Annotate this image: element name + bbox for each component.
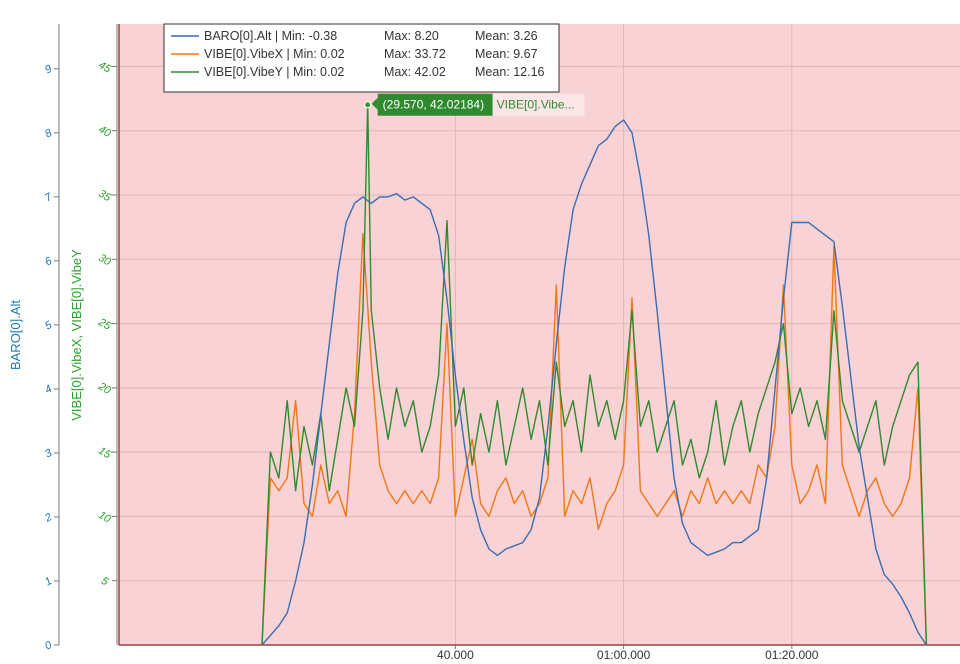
y-left-tick-label-5: 5 <box>43 319 55 333</box>
y-left-tick-label-0: 0 <box>43 639 55 653</box>
y-axis-right-title: VIBE[0].VibeX, VIBE[0].VibeY <box>69 249 84 421</box>
x-tick-label-0: 40.000 <box>437 648 474 659</box>
tooltip: (29.570, 42.02184) VIBE[0].Vibe... <box>364 93 585 116</box>
legend-mean-0: Mean: 3.26 <box>475 29 538 43</box>
x-axis: 40.000 01:00.000 01:20.000 <box>437 645 819 662</box>
series-line-vibe-0-vibex <box>261 232 928 646</box>
tooltip-value: (29.570, 42.02184) <box>383 98 484 112</box>
legend-max-0: Max: 8.20 <box>384 29 439 43</box>
y-right-tick-label-2: 15 <box>96 445 113 462</box>
legend-name-2: VIBE[0].VibeY | Min: 0.02 <box>204 65 344 79</box>
y-axis-right: 5 10 15 20 25 30 35 40 45 <box>95 24 118 645</box>
y-left-tick-label-8: 8 <box>43 127 55 141</box>
y-left-tick-label-2: 2 <box>42 511 54 525</box>
x-tick-label-2: 01:20.000 <box>765 648 819 659</box>
tooltip-marker <box>364 101 372 109</box>
legend-mean-2: Mean: 12.16 <box>475 65 545 79</box>
x-tick-label-1: 01:00.000 <box>597 648 651 659</box>
tooltip-value-box <box>377 93 493 116</box>
series-line-vibe-0-vibey <box>261 104 928 646</box>
y-right-tick-label-3: 20 <box>95 380 113 397</box>
series-line-baro-0-alt <box>261 119 927 646</box>
tooltip-pointer <box>371 97 378 110</box>
legend-max-2: Max: 42.02 <box>384 65 446 79</box>
y-left-tick-label-4: 4 <box>43 383 54 396</box>
legend-name-1: VIBE[0].VibeX | Min: 0.02 <box>204 47 345 61</box>
y-left-tick-label-1: 1 <box>43 575 54 588</box>
y-left-tick-label-3: 3 <box>43 447 55 461</box>
y-axis-left: 0 1 2 3 4 5 6 7 8 9 <box>42 24 60 653</box>
legend-max-1: Max: 33.72 <box>384 47 446 61</box>
tooltip-label-box <box>492 93 585 116</box>
y-right-tick-label-1: 10 <box>96 509 113 526</box>
legend-box <box>163 23 560 93</box>
plot-area-background <box>119 24 960 645</box>
legend-rows: BARO[0].Alt | Min: -0.38 Max: 8.20 Mean: 3… <box>171 29 545 79</box>
legend-name-0: BARO[0].Alt | Min: -0.38 <box>204 29 337 43</box>
y-right-tick-label-4: 25 <box>95 316 113 333</box>
legend: BARO[0].Alt | Min: -0.38 Max: 8.20 Mean: 3… <box>163 23 560 93</box>
y-right-tick-label-5: 30 <box>96 252 113 269</box>
y-axis-left-title: BARO[0].Alt <box>8 300 23 370</box>
y-left-tick-label-6: 6 <box>43 255 55 269</box>
series-layer <box>261 104 928 646</box>
y-right-tick-label-0: 5 <box>99 575 111 589</box>
y-left-tick-label-7: 7 <box>43 191 55 205</box>
y-right-tick-label-6: 35 <box>96 188 113 205</box>
tooltip-series-label: VIBE[0].Vibe... <box>497 98 575 112</box>
y-right-tick-label-7: 40 <box>96 123 113 140</box>
y-right-tick-label-8: 45 <box>96 59 113 76</box>
y-left-tick-label-9: 9 <box>43 63 54 76</box>
legend-mean-1: Mean: 9.67 <box>475 47 538 61</box>
